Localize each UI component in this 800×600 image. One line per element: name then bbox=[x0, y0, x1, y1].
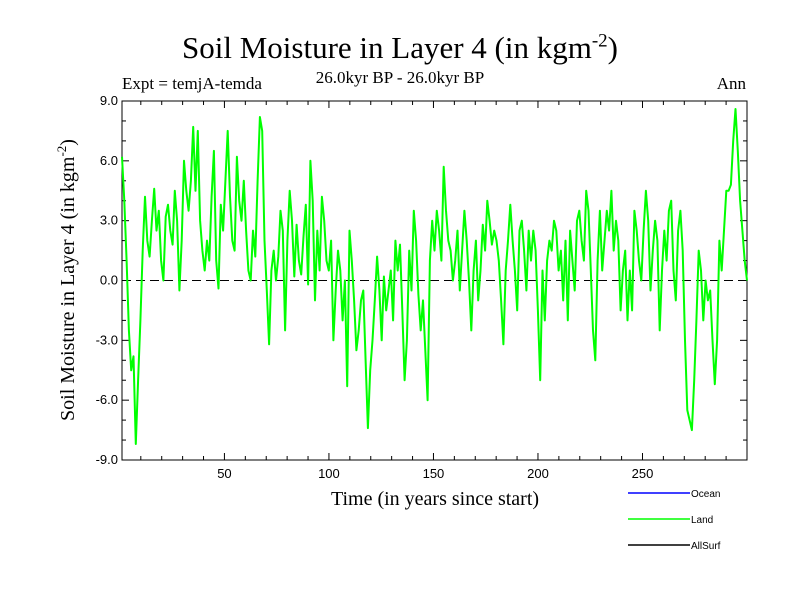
period-label: Ann bbox=[716, 74, 746, 93]
x-tick-label: 250 bbox=[632, 466, 654, 481]
x-tick-label: 100 bbox=[318, 466, 340, 481]
x-tick-label: 50 bbox=[217, 466, 231, 481]
chart-title: Soil Moisture in Layer 4 (in kgm-2) bbox=[182, 30, 618, 65]
y-tick-label: 9.0 bbox=[100, 93, 118, 108]
chart-title-superscript: -2 bbox=[591, 30, 608, 52]
x-tick-label: 200 bbox=[527, 466, 549, 481]
x-axis-title: Time (in years since start) bbox=[331, 488, 539, 510]
axis-ticks bbox=[122, 100, 747, 461]
chart-subtitle: 26.0kyr BP - 26.0kyr BP bbox=[315, 68, 485, 87]
legend-label-ocean: Ocean bbox=[691, 489, 720, 500]
y-tick-label: -9.0 bbox=[96, 452, 118, 467]
y-axis-title: Soil Moisture in Layer 4 (in kgm-2) bbox=[54, 139, 79, 421]
experiment-label: Expt = temjA-temda bbox=[122, 74, 262, 93]
y-tick-label: 6.0 bbox=[100, 153, 118, 168]
legend: Ocean Land AllSurf bbox=[628, 489, 721, 552]
y-tick-label: -6.0 bbox=[96, 392, 118, 407]
legend-label-allsurf: AllSurf bbox=[691, 541, 721, 552]
series-line-land bbox=[121, 108, 748, 445]
axis-tick-labels: -9.0 -6.0 -3.0 0.0 3.0 6.0 9.0 50 100 150 200 250 bbox=[96, 93, 654, 481]
y-tick-label: -3.0 bbox=[96, 332, 118, 347]
x-tick-label: 150 bbox=[423, 466, 445, 481]
legend-label-land: Land bbox=[691, 515, 713, 526]
y-tick-label: 3.0 bbox=[100, 213, 118, 228]
y-tick-label: 0.0 bbox=[100, 273, 118, 288]
